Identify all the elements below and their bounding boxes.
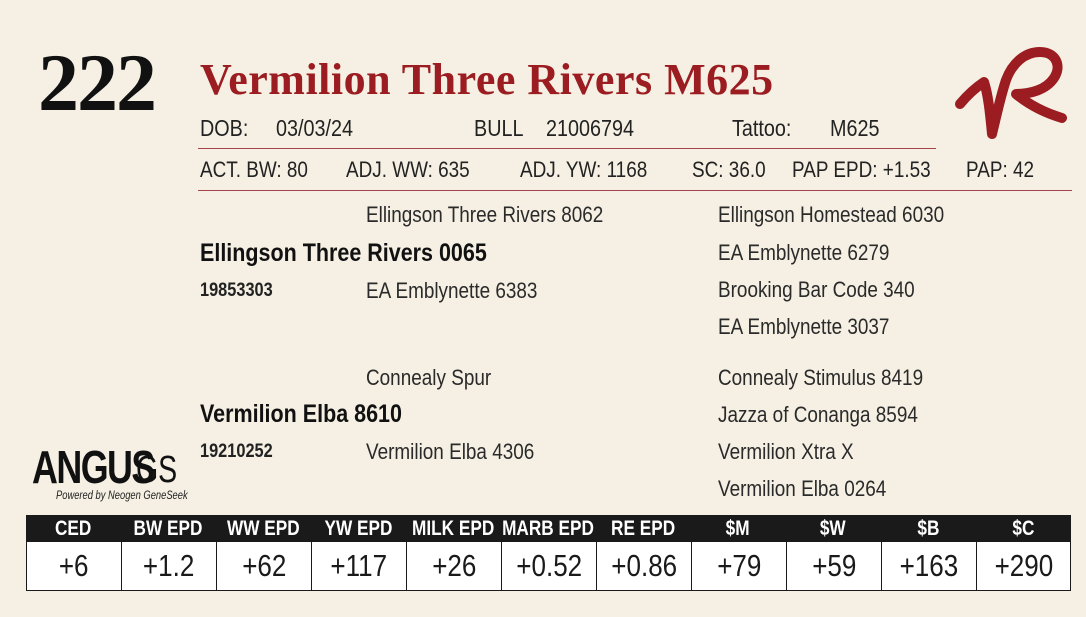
angus-gs-logo: ANGUS GS Powered by Neogen GeneSeek	[32, 442, 192, 508]
epd-value-cell: +62	[216, 542, 311, 591]
epd-header-label: MARB EPD	[502, 516, 594, 540]
epd-header: $W	[786, 515, 881, 542]
animal-name: Vermilion Three Rivers M625	[200, 55, 774, 104]
epd-value: +26	[431, 548, 477, 583]
epd-header-label: YW EPD	[324, 516, 392, 540]
epd-header-label: $C	[1011, 516, 1035, 540]
dam-dam: Vermilion Elba 4306	[366, 439, 535, 464]
tattoo-label: Tattoo:	[732, 115, 792, 141]
epd-header-label: RE EPD	[610, 516, 676, 540]
dob-label: DOB:	[200, 115, 249, 141]
scrotal-circumference: SC: 36.0	[692, 157, 766, 182]
dam-dam-sire: Vermilion Xtra X	[718, 439, 854, 464]
epd-header: BW EPD	[121, 515, 216, 542]
epd-value: +6	[59, 548, 89, 583]
epd-header: RE EPD	[596, 515, 691, 542]
epd-value: +62	[241, 548, 287, 583]
epd-header: $M	[691, 515, 786, 542]
pap-epd: PAP EPD: +1.53	[792, 157, 931, 182]
epd-value-cell: +0.52	[501, 542, 596, 591]
epd-table: CED BW EPD WW EPD YW EPD MILK EPD MARB EPD RE …	[26, 515, 1071, 591]
divider-bottom	[198, 190, 1072, 191]
epd-value-cell: +290	[976, 542, 1071, 591]
epd-value: +0.52	[516, 548, 582, 583]
dob-value: 03/03/24	[276, 115, 353, 141]
registration-number: 21006794	[546, 115, 635, 141]
epd-header-label: MILK EPD	[411, 516, 495, 540]
epd-header-label: BW EPD	[133, 516, 203, 540]
dam-sire-sire: Connealy Stimulus 8419	[718, 365, 924, 390]
epd-value: +59	[811, 548, 857, 583]
epd-value-cell: +163	[881, 542, 976, 591]
epd-value-cell: +79	[691, 542, 786, 591]
epd-header-label: $B	[916, 516, 940, 540]
tattoo-value: M625	[830, 115, 880, 141]
logo-tagline: Powered by Neogen GeneSeek	[56, 488, 188, 502]
dam-registration: 19210252	[200, 441, 273, 462]
vr-brand-icon	[955, 47, 1067, 139]
epd-header-label: $W	[820, 516, 846, 540]
sire-name: Ellingson Three Rivers 0065	[200, 239, 487, 267]
epd-header-label: CED	[54, 516, 92, 540]
sire-sire-dam: EA Emblynette 6279	[718, 240, 890, 265]
sire-dam: EA Emblynette 6383	[366, 278, 538, 303]
epd-header: $C	[976, 515, 1071, 542]
epd-value: +163	[899, 548, 959, 583]
sire-dam-dam: EA Emblynette 3037	[718, 314, 890, 339]
adjusted-yearling-weight: ADJ. YW: 1168	[520, 157, 648, 182]
adjusted-weaning-weight: ADJ. WW: 635	[346, 157, 470, 182]
epd-header: $B	[881, 515, 976, 542]
epd-header: MILK EPD	[406, 515, 501, 542]
logo-gs-text: GS	[136, 449, 178, 491]
epd-header: YW EPD	[311, 515, 406, 542]
epd-value: +290	[994, 548, 1053, 583]
epd-header-label: $M	[726, 516, 750, 540]
actual-birth-weight: ACT. BW: 80	[200, 157, 308, 182]
epd-header: CED	[26, 515, 121, 542]
epd-value: +79	[716, 548, 762, 583]
dam-name: Vermilion Elba 8610	[200, 400, 402, 428]
sire-registration: 19853303	[200, 280, 273, 301]
dam-sire-dam: Jazza of Conanga 8594	[718, 402, 918, 427]
dam-dam-dam: Vermilion Elba 0264	[718, 476, 887, 501]
epd-value: +1.2	[143, 548, 195, 583]
sire-sire: Ellingson Three Rivers 8062	[366, 202, 604, 227]
epd-header: MARB EPD	[501, 515, 596, 542]
sire-dam-sire: Brooking Bar Code 340	[718, 277, 915, 302]
epd-value-cell: +1.2	[121, 542, 216, 591]
epd-value-cell: +6	[26, 542, 121, 591]
divider-top	[198, 148, 936, 149]
epd-value: +117	[330, 548, 388, 583]
epd-header-label: WW EPD	[226, 516, 300, 540]
pap-value: PAP: 42	[966, 157, 1035, 182]
lot-number: 222	[38, 37, 157, 128]
epd-value-cell: +117	[311, 542, 406, 591]
epd-value-cell: +26	[406, 542, 501, 591]
logo-angus-text: ANGUS	[32, 441, 155, 493]
sire-sire-sire: Ellingson Homestead 6030	[718, 202, 945, 227]
epd-header: WW EPD	[216, 515, 311, 542]
dam-sire: Connealy Spur	[366, 365, 492, 390]
epd-value-cell: +0.86	[596, 542, 691, 591]
epd-value-cell: +59	[786, 542, 881, 591]
sex-label: BULL	[474, 115, 524, 141]
epd-value: +0.86	[611, 548, 677, 583]
